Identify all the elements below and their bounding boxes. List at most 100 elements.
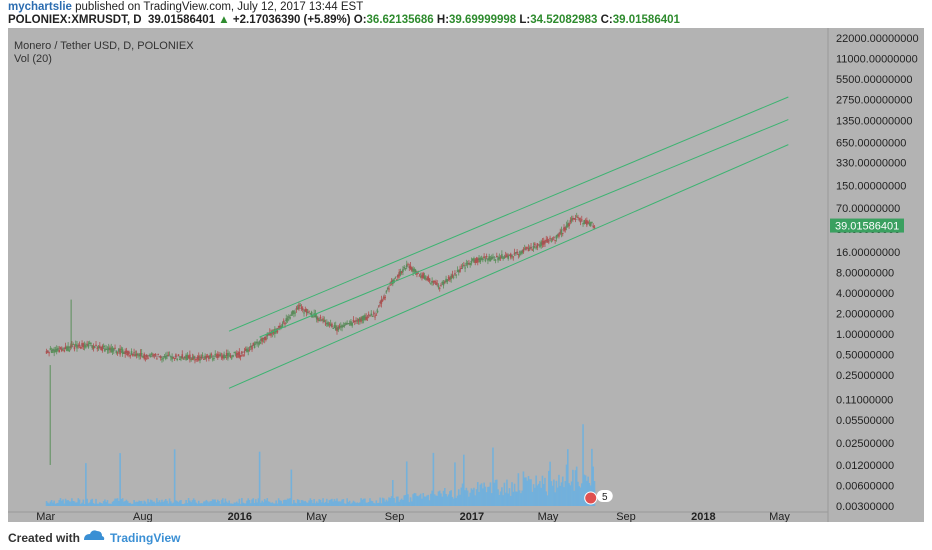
volume-bar — [359, 502, 361, 506]
volume-bar — [168, 498, 171, 506]
volume-bar — [545, 491, 548, 506]
candle-body — [351, 323, 354, 326]
volume-bar — [257, 498, 260, 506]
volume-bar — [506, 479, 508, 506]
candle-body — [496, 256, 498, 258]
candle-body — [246, 348, 248, 353]
candle-body — [162, 357, 165, 359]
candle-body — [312, 316, 314, 318]
candle-body — [537, 244, 540, 246]
volume-bar — [223, 502, 225, 506]
volume-bar — [208, 502, 210, 506]
y-tick-label: 70.00000000 — [836, 203, 900, 215]
volume-bar — [140, 500, 143, 506]
candle-body — [320, 319, 323, 321]
candle-body — [432, 281, 435, 283]
volume-bar — [246, 500, 248, 506]
volume-bar — [59, 498, 62, 506]
volume-bar — [107, 503, 110, 506]
candle-body — [76, 344, 78, 349]
volume-bar — [320, 502, 323, 506]
candle-body — [587, 221, 589, 224]
candle-body — [77, 345, 80, 347]
candle-body — [128, 351, 130, 354]
volume-bar — [487, 486, 489, 506]
candle-body — [531, 249, 534, 251]
publish-info: mychartslie published on TradingView.com… — [8, 1, 363, 13]
volume-bar — [457, 489, 460, 506]
volume-bar — [356, 502, 359, 506]
tradingview-brand[interactable]: TradingView — [110, 531, 181, 545]
volume-bar — [317, 502, 319, 506]
volume-bar — [570, 481, 573, 506]
volume-bar — [513, 483, 516, 506]
candle-body — [372, 312, 375, 314]
candle-body — [243, 351, 246, 353]
volume-bar — [361, 499, 364, 506]
candle-body — [442, 282, 445, 286]
candle-body — [272, 330, 275, 334]
candle-body — [74, 344, 77, 346]
volume-bar — [573, 490, 575, 506]
candle-body — [332, 327, 334, 329]
volume-bar — [213, 499, 215, 506]
candle-body — [215, 354, 218, 357]
volume-bar — [446, 496, 449, 506]
candle-body — [116, 352, 119, 354]
volume-bar — [93, 503, 96, 506]
candle-body — [138, 355, 140, 357]
candle-body — [48, 352, 50, 354]
author-link[interactable]: mychartslie — [8, 1, 72, 13]
volume-bar — [591, 448, 593, 506]
candle-body — [304, 309, 307, 312]
volume-bar — [508, 488, 511, 506]
volume-bar — [384, 501, 386, 506]
candle-body — [527, 248, 530, 252]
candle-body — [535, 247, 537, 249]
candle-body — [210, 354, 213, 356]
candle-body — [436, 283, 438, 285]
volume-bar — [440, 493, 442, 506]
volume-bar — [501, 487, 503, 506]
volume-bar — [258, 451, 261, 506]
volume-bar — [374, 503, 376, 506]
candle-body — [461, 265, 464, 267]
volume-bar — [465, 487, 468, 506]
candle-body — [338, 325, 341, 328]
candle-body — [154, 354, 157, 356]
volume-bar — [517, 473, 520, 506]
volume-bar — [574, 470, 577, 506]
volume-bar — [171, 503, 173, 506]
candle-body — [203, 358, 205, 360]
candle-body — [301, 308, 304, 311]
volume-bar — [284, 499, 286, 506]
volume-bar — [438, 490, 441, 506]
low-value: 34.52082983 — [530, 14, 598, 26]
volume-bar — [265, 500, 267, 506]
volume-bar — [413, 492, 416, 506]
volume-bar — [492, 447, 494, 506]
candle-body — [556, 234, 559, 237]
candle-body — [279, 325, 281, 329]
candle-body — [313, 313, 315, 315]
candle-body — [408, 266, 411, 268]
volume-bar — [430, 493, 432, 506]
candle-body — [91, 345, 94, 349]
volume-bar — [422, 493, 425, 506]
volume-bar — [404, 494, 407, 506]
price-chart[interactable]: 22000.00000000 11000.00000000 5500.0000000… — [8, 28, 924, 522]
candle-body — [296, 307, 299, 310]
volume-bar — [161, 499, 163, 506]
volume-bar — [204, 501, 206, 506]
volume-bar — [73, 501, 76, 506]
chart-area[interactable]: 22000.00000000 11000.00000000 5500.0000000… — [8, 28, 924, 522]
candle-body — [412, 268, 414, 273]
candle-body — [449, 277, 451, 281]
candle-body — [579, 221, 582, 223]
y-tick-label: 5500.00000000 — [836, 74, 912, 86]
volume-bar — [515, 491, 517, 506]
volume-bar — [163, 500, 166, 506]
volume-bar — [558, 474, 560, 506]
volume-bar — [564, 481, 567, 506]
candle-body — [290, 314, 293, 316]
